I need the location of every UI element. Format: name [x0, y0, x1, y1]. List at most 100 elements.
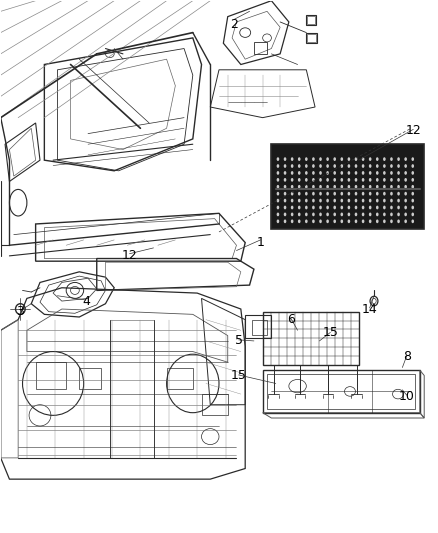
Ellipse shape	[383, 192, 386, 196]
Ellipse shape	[333, 157, 336, 161]
Ellipse shape	[376, 206, 378, 209]
Ellipse shape	[355, 199, 357, 203]
Ellipse shape	[355, 178, 357, 182]
Ellipse shape	[355, 220, 357, 223]
Ellipse shape	[284, 157, 286, 161]
Ellipse shape	[312, 178, 315, 182]
Ellipse shape	[411, 213, 414, 216]
Ellipse shape	[305, 164, 307, 168]
Ellipse shape	[277, 164, 279, 168]
Ellipse shape	[291, 185, 293, 189]
Ellipse shape	[319, 164, 322, 168]
Ellipse shape	[390, 178, 393, 182]
Ellipse shape	[383, 185, 386, 189]
Ellipse shape	[383, 164, 386, 168]
Ellipse shape	[305, 213, 307, 216]
Ellipse shape	[376, 213, 378, 216]
Ellipse shape	[284, 164, 286, 168]
Ellipse shape	[404, 199, 407, 203]
Ellipse shape	[291, 206, 293, 209]
Ellipse shape	[277, 220, 279, 223]
Ellipse shape	[319, 220, 322, 223]
Ellipse shape	[340, 164, 343, 168]
Ellipse shape	[340, 185, 343, 189]
Ellipse shape	[305, 185, 307, 189]
Bar	[201, 394, 228, 415]
Ellipse shape	[298, 199, 300, 203]
Ellipse shape	[326, 213, 329, 216]
Ellipse shape	[298, 192, 300, 196]
Ellipse shape	[362, 199, 364, 203]
Ellipse shape	[390, 220, 393, 223]
Ellipse shape	[319, 199, 322, 203]
Ellipse shape	[376, 220, 378, 223]
Ellipse shape	[397, 220, 400, 223]
Ellipse shape	[369, 178, 371, 182]
Ellipse shape	[383, 220, 386, 223]
Ellipse shape	[348, 164, 350, 168]
Text: 1: 1	[257, 236, 265, 249]
Text: 10: 10	[399, 390, 415, 403]
Ellipse shape	[284, 178, 286, 182]
Ellipse shape	[298, 220, 300, 223]
Ellipse shape	[326, 185, 329, 189]
Ellipse shape	[383, 206, 386, 209]
Text: 15: 15	[231, 369, 247, 382]
Ellipse shape	[305, 178, 307, 182]
Ellipse shape	[312, 213, 315, 216]
Ellipse shape	[376, 192, 378, 196]
Bar	[307, 34, 316, 42]
Ellipse shape	[397, 199, 400, 203]
Ellipse shape	[404, 171, 407, 175]
Text: 6: 6	[287, 313, 295, 326]
Ellipse shape	[362, 185, 364, 189]
Text: 4: 4	[82, 295, 90, 308]
Ellipse shape	[348, 171, 350, 175]
Ellipse shape	[383, 157, 386, 161]
Ellipse shape	[348, 206, 350, 209]
Ellipse shape	[340, 206, 343, 209]
Ellipse shape	[333, 220, 336, 223]
Ellipse shape	[369, 206, 371, 209]
Ellipse shape	[404, 220, 407, 223]
Ellipse shape	[340, 192, 343, 196]
Ellipse shape	[340, 213, 343, 216]
Ellipse shape	[411, 171, 414, 175]
Ellipse shape	[348, 213, 350, 216]
Ellipse shape	[333, 206, 336, 209]
Ellipse shape	[369, 157, 371, 161]
Ellipse shape	[298, 213, 300, 216]
Ellipse shape	[376, 164, 378, 168]
Ellipse shape	[298, 171, 300, 175]
Ellipse shape	[305, 199, 307, 203]
Ellipse shape	[312, 206, 315, 209]
Ellipse shape	[397, 178, 400, 182]
Ellipse shape	[404, 178, 407, 182]
Ellipse shape	[376, 199, 378, 203]
Ellipse shape	[362, 213, 364, 216]
Ellipse shape	[305, 192, 307, 196]
Text: 14: 14	[362, 303, 378, 316]
Ellipse shape	[291, 213, 293, 216]
Ellipse shape	[284, 171, 286, 175]
Ellipse shape	[390, 199, 393, 203]
Ellipse shape	[277, 185, 279, 189]
Ellipse shape	[319, 213, 322, 216]
Ellipse shape	[376, 178, 378, 182]
Ellipse shape	[291, 171, 293, 175]
Ellipse shape	[277, 206, 279, 209]
Ellipse shape	[397, 185, 400, 189]
Text: 5: 5	[235, 334, 243, 348]
Ellipse shape	[340, 220, 343, 223]
Ellipse shape	[362, 220, 364, 223]
Ellipse shape	[319, 185, 322, 189]
Ellipse shape	[355, 213, 357, 216]
Ellipse shape	[348, 185, 350, 189]
Ellipse shape	[397, 157, 400, 161]
Ellipse shape	[348, 220, 350, 223]
Ellipse shape	[319, 157, 322, 161]
Ellipse shape	[284, 206, 286, 209]
Ellipse shape	[305, 220, 307, 223]
Ellipse shape	[284, 220, 286, 223]
Ellipse shape	[277, 178, 279, 182]
